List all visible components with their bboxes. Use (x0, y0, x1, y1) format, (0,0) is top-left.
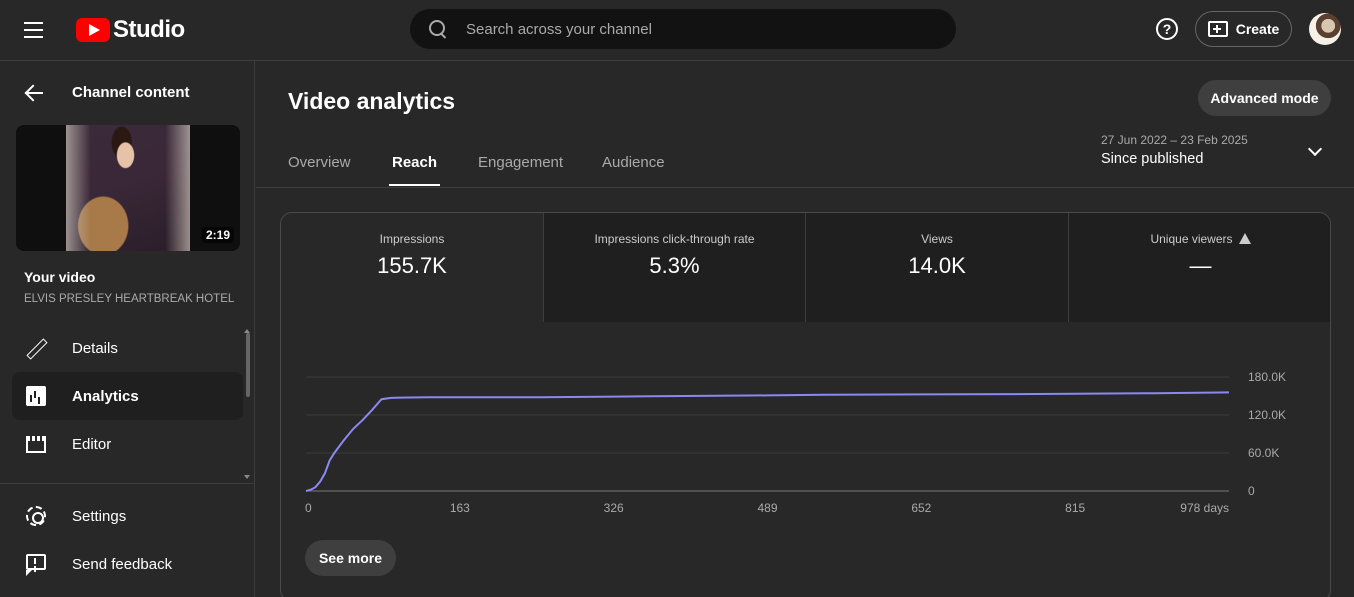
search-input[interactable] (466, 20, 906, 38)
metric-value: 155.7K (377, 253, 447, 278)
metric-value: 5.3% (649, 253, 700, 278)
header-divider (0, 60, 1354, 61)
sidebar-item-label: Send feedback (72, 555, 173, 573)
back-to-channel-content[interactable]: Channel content (24, 81, 190, 105)
scroll-up-arrow[interactable] (244, 329, 250, 333)
metric-ctr[interactable]: Impressions click-through rate 5.3% (544, 213, 806, 322)
pencil-icon (26, 338, 46, 358)
metric-label: Impressions click-through rate (594, 232, 755, 246)
thumbnail-image (66, 125, 190, 251)
x-tick-label: 978 days (1180, 501, 1229, 515)
youtube-studio-logo[interactable]: Studio (76, 14, 185, 46)
sidebar-item-details[interactable]: Details (12, 324, 243, 372)
y-tick-label: 120.0K (1248, 408, 1286, 422)
sidebar-item-label: Editor (72, 435, 112, 453)
sidebar-item-label: Settings (72, 507, 127, 525)
header: Studio ? Create (0, 0, 1354, 60)
chevron-down-icon[interactable] (1307, 141, 1323, 157)
x-tick-label: 0 (305, 501, 312, 515)
impressions-chart[interactable]: 0 60.0K 120.0K 180.0K 0 163 326 489 652 815 978 da… (281, 322, 1331, 597)
page-title: Video analytics (288, 88, 456, 114)
x-tick-label: 163 (450, 501, 470, 515)
arrow-left-icon[interactable] (24, 83, 44, 103)
tab-overview[interactable]: Overview (288, 154, 351, 171)
metric-label-text: Unique viewers (1150, 232, 1233, 246)
search-icon[interactable] (428, 19, 448, 39)
sidebar-item-send-feedback[interactable]: Send feedback (12, 540, 243, 588)
back-label: Channel content (72, 84, 190, 101)
sidebar-item-analytics[interactable]: Analytics (12, 372, 243, 420)
sidebar-item-settings[interactable]: Settings (12, 492, 243, 540)
video-thumbnail[interactable]: 2:19 (16, 125, 240, 251)
date-period-label[interactable]: Since published (1101, 151, 1204, 167)
metric-views[interactable]: Views 14.0K (806, 213, 1069, 322)
editor-icon (26, 436, 46, 453)
advanced-mode-button[interactable]: Advanced mode (1198, 80, 1331, 116)
sidebar-item-label: Analytics (72, 387, 139, 405)
logo-text: Studio (113, 16, 185, 43)
metric-label: Unique viewers (1069, 232, 1330, 246)
metric-value: 14.0K (908, 253, 966, 278)
metric-tabs: Impressions 155.7K Impressions click-thr… (281, 213, 1330, 322)
video-duration: 2:19 (201, 227, 234, 243)
metric-value: — (1189, 253, 1212, 278)
youtube-logo-icon (76, 18, 110, 42)
x-tick-label: 815 (1065, 501, 1085, 515)
x-tick-label: 326 (604, 501, 624, 515)
tab-engagement[interactable]: Engagement (478, 154, 564, 171)
menu-icon[interactable] (24, 18, 52, 42)
metric-label: Impressions (379, 232, 445, 246)
gear-icon (26, 506, 46, 526)
metric-label: Views (921, 232, 953, 246)
tab-audience[interactable]: Audience (602, 154, 665, 171)
video-plus-icon (1207, 21, 1228, 37)
search-bar[interactable] (410, 9, 956, 49)
see-more-button[interactable]: See more (305, 540, 396, 576)
warning-icon[interactable] (1238, 233, 1251, 244)
feedback-icon (26, 554, 46, 576)
sidebar-divider (0, 483, 255, 484)
y-tick-label: 60.0K (1248, 446, 1279, 460)
your-video-label: Your video (24, 269, 96, 285)
sidebar-item-label: Details (72, 339, 118, 357)
sidebar-scrollbar[interactable] (246, 333, 250, 397)
tab-reach[interactable]: Reach (388, 154, 441, 188)
reach-card: Impressions 155.7K Impressions click-thr… (280, 212, 1331, 597)
scroll-down-arrow[interactable] (244, 475, 250, 479)
create-label: Create (1235, 21, 1280, 37)
x-tick-label: 652 (911, 501, 931, 515)
help-icon[interactable]: ? (1156, 18, 1178, 40)
create-button[interactable]: Create (1195, 11, 1292, 47)
y-tick-label: 0 (1248, 484, 1255, 498)
sidebar: Channel content 2:19 Your video ELVIS PR… (0, 61, 255, 597)
x-tick-label: 489 (757, 501, 777, 515)
analytics-icon (26, 386, 46, 406)
tabs-divider (256, 187, 1354, 188)
metric-impressions[interactable]: Impressions 155.7K (281, 213, 544, 322)
series-line[interactable] (305, 391, 1230, 492)
metric-unique-viewers[interactable]: Unique viewers — (1069, 213, 1330, 322)
date-range[interactable]: 27 Jun 2022 – 23 Feb 2025 (1101, 133, 1248, 147)
avatar[interactable] (1309, 13, 1341, 45)
y-tick-label: 180.0K (1248, 370, 1286, 384)
video-title: ELVIS PRESLEY HEARTBREAK HOTEL (24, 293, 235, 305)
sidebar-item-editor[interactable]: Editor (12, 420, 243, 468)
